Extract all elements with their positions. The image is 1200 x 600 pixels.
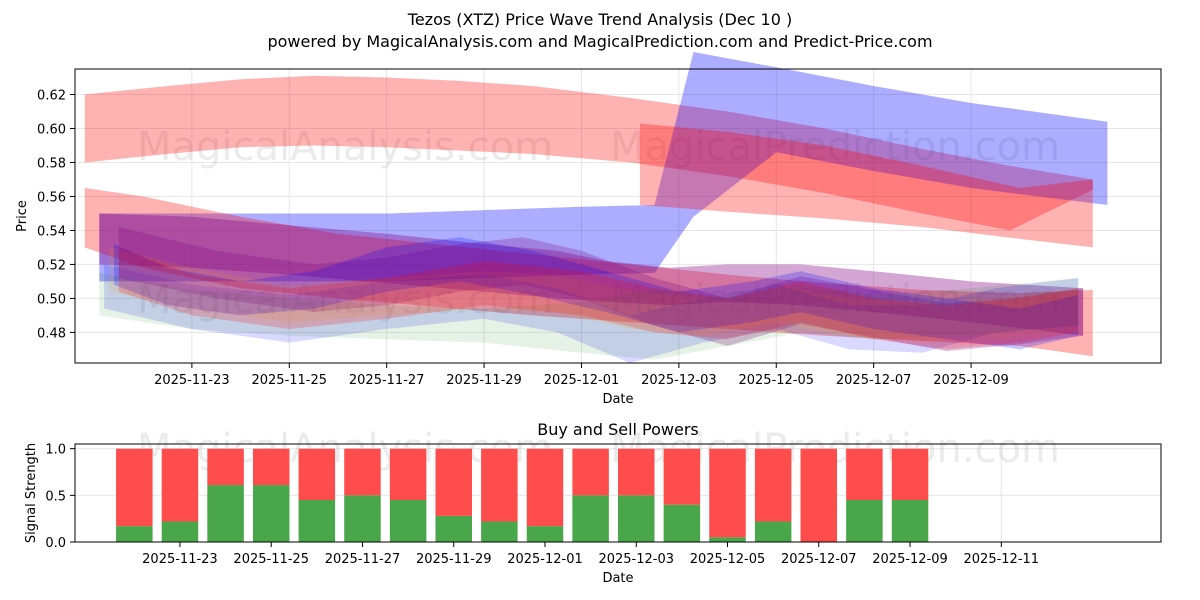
price-panel: MagicalAnalysis.com MagicalPrediction.co… [15, 52, 1162, 407]
watermark-analysis-2: MagicalAnalysis.com [137, 277, 553, 323]
wave-band-7 [104, 264, 1079, 363]
signal-x-tick-label: 2025-11-25 [233, 552, 309, 567]
wave-band-1 [84, 75, 1093, 231]
signal-x-tick-label: 2025-12-07 [781, 552, 857, 567]
price-x-tick-label: 2025-12-09 [933, 373, 1009, 388]
price-x-tick-label: 2025-12-07 [836, 373, 912, 388]
sell-bar [252, 448, 290, 486]
buy-bar [344, 495, 381, 542]
buy-bar [389, 500, 427, 542]
price-x-tick-label: 2025-12-01 [544, 373, 620, 388]
price-axis-ticks: 2025-11-23 2025-11-25 2025-11-27 2025-11-29… [37, 88, 1009, 388]
signal-x-tick-label: 2025-11-29 [416, 552, 492, 567]
price-y-tick-label: 0.62 [37, 88, 66, 103]
chart-title: Tezos (XTZ) Price Wave Trend Analysis (D… [407, 10, 792, 29]
buy-bar [161, 521, 199, 542]
sell-bar [754, 448, 792, 522]
price-y-tick-label: 0.52 [37, 258, 66, 273]
watermark-prediction-2: MagicalPrediction.com [610, 277, 1060, 323]
buy-bar [481, 521, 518, 542]
sell-bar [298, 448, 336, 500]
signal-panel: Buy and Sell Powers MagicalAnalysis.com … [24, 420, 1162, 586]
sell-bar [618, 448, 655, 496]
price-y-tick-label: 0.60 [37, 122, 66, 137]
price-y-tick-label: 0.50 [37, 292, 66, 307]
buy-bar [618, 495, 655, 542]
wave-band-2 [99, 52, 1108, 282]
signal-bars [116, 448, 929, 542]
price-y-tick-label: 0.58 [37, 156, 66, 171]
price-y-tick-label: 0.56 [37, 190, 66, 205]
buy-bar [572, 495, 609, 542]
buy-bar [435, 515, 472, 542]
buy-bar [207, 485, 244, 542]
buy-bar [526, 526, 564, 542]
signal-y-label: Signal Strength [24, 443, 39, 543]
price-grid [75, 69, 1161, 363]
sell-bar [389, 448, 427, 500]
signal-y-tick-label: 1.0 [45, 443, 66, 458]
wave-band-6 [118, 227, 1084, 352]
price-x-tick-label: 2025-11-27 [349, 373, 425, 388]
chart-subtitle: powered by MagicalAnalysis.com and Magic… [267, 32, 932, 51]
buy-bar [709, 537, 746, 542]
signal-x-tick-label: 2025-11-23 [142, 552, 218, 567]
price-y-tick-label: 0.48 [37, 326, 66, 341]
buy-bar [116, 526, 153, 542]
signal-plot-frame [74, 443, 1162, 543]
signal-y-tick-label: 0.5 [45, 489, 66, 504]
buy-bar [298, 500, 336, 542]
signal-axis-ticks: 2025-11-23 2025-11-25 2025-11-27 2025-11-29… [45, 443, 1039, 567]
wave-band-4 [84, 188, 1093, 357]
wave-band-8 [99, 272, 1079, 360]
signal-title: Buy and Sell Powers [537, 420, 699, 439]
buy-bar [754, 521, 792, 542]
signal-y-tick-label: 0.0 [45, 536, 66, 551]
sell-bar [800, 448, 838, 542]
sell-bar [663, 448, 701, 505]
signal-x-tick-label: 2025-12-01 [507, 552, 583, 567]
price-x-label: Date [602, 392, 633, 407]
buy-bar [252, 485, 290, 542]
watermark-prediction: MagicalPrediction.com [610, 124, 1060, 170]
signal-x-tick-label: 2025-12-05 [690, 552, 766, 567]
signal-x-tick-label: 2025-12-03 [598, 552, 674, 567]
sell-bar [207, 448, 244, 486]
signal-x-label: Date [602, 571, 633, 586]
price-x-tick-label: 2025-11-29 [446, 373, 522, 388]
sell-bar [572, 448, 609, 496]
price-x-tick-label: 2025-12-05 [738, 373, 814, 388]
signal-x-tick-label: 2025-12-11 [964, 552, 1040, 567]
watermark-analysis: MagicalAnalysis.com [137, 124, 553, 170]
price-x-tick-label: 2025-12-03 [641, 373, 717, 388]
price-wave-bands [84, 52, 1108, 363]
wave-band-11 [118, 247, 1079, 350]
price-y-label: Price [15, 200, 30, 232]
wave-band-3 [639, 123, 1093, 248]
sell-bar [161, 448, 199, 522]
sell-bar [435, 448, 472, 516]
wave-band-9 [109, 247, 1079, 343]
price-x-tick-label: 2025-11-23 [154, 373, 230, 388]
sell-bar [891, 448, 929, 500]
sell-bar [116, 448, 153, 527]
wave-band-10 [114, 237, 1079, 350]
price-plot-frame [74, 68, 1162, 364]
signal-x-tick-label: 2025-12-09 [872, 552, 948, 567]
sell-bar [846, 448, 883, 500]
sell-bar [709, 448, 746, 538]
signal-x-tick-label: 2025-11-27 [325, 552, 401, 567]
price-x-tick-label: 2025-11-25 [251, 373, 327, 388]
wave-band-5 [99, 213, 1084, 336]
sell-bar [344, 448, 381, 496]
buy-bar [846, 500, 883, 542]
sell-bar [526, 448, 564, 527]
sell-bar [481, 448, 518, 522]
price-y-tick-label: 0.54 [37, 224, 66, 239]
buy-bar [663, 504, 701, 542]
buy-bar [891, 500, 929, 542]
